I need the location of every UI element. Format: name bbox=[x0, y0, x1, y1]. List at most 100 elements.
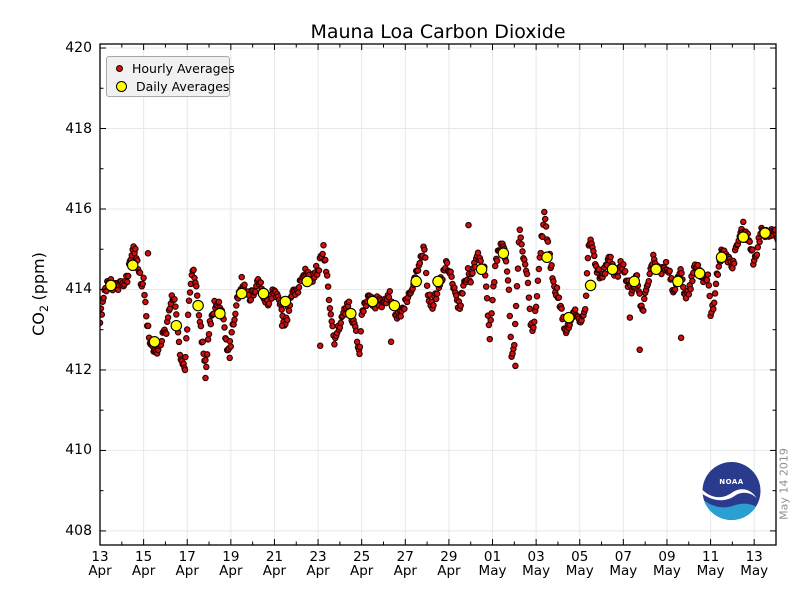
daily-point bbox=[410, 275, 422, 288]
hourly-point bbox=[464, 265, 472, 272]
hourly-point bbox=[582, 292, 590, 299]
hourly-point bbox=[172, 303, 179, 310]
hourly-point bbox=[595, 266, 603, 273]
hourly-point bbox=[753, 251, 761, 258]
hourly-point bbox=[183, 335, 190, 342]
hourly-point bbox=[323, 272, 331, 279]
x-tick-label: 21 Apr bbox=[262, 549, 287, 579]
hourly-point bbox=[534, 277, 542, 284]
x-tick-label: 13 Apr bbox=[88, 549, 112, 579]
hourly-point bbox=[285, 307, 293, 314]
hourly-point bbox=[457, 302, 464, 309]
hourly-point bbox=[754, 244, 762, 251]
hourly-outlier-point bbox=[278, 322, 286, 329]
daily-point bbox=[737, 231, 750, 243]
hourly-point bbox=[524, 279, 532, 287]
hourly-point bbox=[331, 341, 338, 348]
hourly-point bbox=[228, 329, 235, 336]
hourly-point bbox=[614, 273, 622, 280]
hourly-point bbox=[645, 277, 653, 285]
hourly-point bbox=[502, 258, 510, 265]
hourly-averages-series bbox=[100, 208, 776, 382]
daily-averages-series bbox=[105, 227, 771, 348]
hourly-point bbox=[507, 333, 514, 341]
hourly-point bbox=[607, 253, 614, 261]
hourly-outlier-point bbox=[636, 346, 643, 354]
hourly-point bbox=[221, 324, 228, 331]
hourly-outlier-point bbox=[226, 354, 233, 362]
chart-title: Mauna Loa Carbon Dioxide bbox=[310, 21, 566, 43]
hourly-outlier-point bbox=[181, 366, 189, 374]
x-tick-label: 09 May bbox=[652, 549, 681, 579]
hourly-outlier-point bbox=[316, 342, 324, 350]
hourly-point bbox=[517, 234, 524, 241]
hourly-point bbox=[487, 316, 494, 324]
hourly-point bbox=[558, 305, 565, 312]
noaa-logo-text: NOAA bbox=[719, 478, 744, 486]
hourly-point bbox=[636, 290, 643, 297]
hourly-point bbox=[714, 271, 722, 278]
x-tick-label: 13 May bbox=[740, 549, 769, 579]
hourly-point bbox=[531, 318, 538, 326]
hourly-point bbox=[705, 282, 713, 289]
hourly-point bbox=[295, 284, 303, 291]
hourly-point bbox=[252, 288, 259, 295]
hourly-point bbox=[518, 241, 525, 248]
hourly-point bbox=[530, 324, 537, 331]
hourly-point bbox=[199, 338, 206, 346]
daily-point bbox=[715, 251, 728, 264]
x-tick-label: 01 May bbox=[478, 549, 507, 579]
hourly-point bbox=[416, 259, 424, 267]
hourly-point bbox=[544, 238, 552, 245]
daily-point bbox=[672, 275, 684, 288]
hourly-point bbox=[207, 320, 215, 328]
hourly-point bbox=[504, 277, 512, 284]
hourly-point bbox=[533, 292, 541, 300]
hourly-point bbox=[687, 285, 694, 293]
hourly-point bbox=[703, 276, 711, 284]
hourly-point bbox=[324, 283, 332, 290]
hourly-point bbox=[433, 290, 441, 298]
legend-item-hourly: Hourly Averages bbox=[107, 59, 235, 77]
legend: Hourly Averages Daily Averages bbox=[106, 56, 235, 97]
hourly-point bbox=[730, 260, 738, 267]
hourly-point bbox=[491, 278, 498, 286]
hourly-point bbox=[124, 272, 132, 280]
hourly-point bbox=[265, 300, 273, 307]
y-tick-label: 410 bbox=[65, 442, 92, 459]
hourly-outlier-point bbox=[677, 334, 685, 342]
gridlines bbox=[100, 44, 776, 545]
daily-point bbox=[432, 275, 444, 288]
hourly-point bbox=[422, 254, 429, 261]
hourly-point bbox=[202, 356, 209, 364]
daily-point bbox=[366, 295, 379, 308]
x-tick-label: 17 Apr bbox=[175, 549, 199, 579]
axes-and-ticks bbox=[99, 43, 777, 546]
hourly-point bbox=[591, 252, 598, 260]
hourly-point bbox=[516, 226, 524, 234]
hourly-point bbox=[227, 343, 235, 350]
hourly-point bbox=[583, 270, 591, 277]
hourly-point bbox=[506, 312, 514, 320]
noaa-logo-sea bbox=[702, 499, 761, 520]
y-tick-label: 412 bbox=[65, 361, 92, 378]
hourly-point bbox=[511, 341, 518, 349]
daily-point bbox=[628, 275, 641, 288]
hourly-point bbox=[164, 314, 172, 321]
hourly-outlier-point bbox=[626, 314, 634, 321]
hourly-point bbox=[337, 319, 345, 327]
hourly-point bbox=[175, 338, 183, 346]
hourly-point bbox=[662, 258, 670, 266]
daily-point bbox=[235, 287, 248, 300]
hourly-point bbox=[327, 311, 335, 318]
hourly-point bbox=[193, 282, 200, 290]
hourly-point bbox=[132, 245, 139, 253]
hourly-point bbox=[513, 282, 521, 290]
hourly-point bbox=[183, 326, 191, 333]
hourly-point bbox=[514, 265, 522, 272]
hourly-point bbox=[322, 256, 329, 264]
hourly-point bbox=[100, 311, 106, 318]
x-tick-label: 07 May bbox=[609, 549, 638, 579]
hourly-point bbox=[548, 262, 555, 269]
